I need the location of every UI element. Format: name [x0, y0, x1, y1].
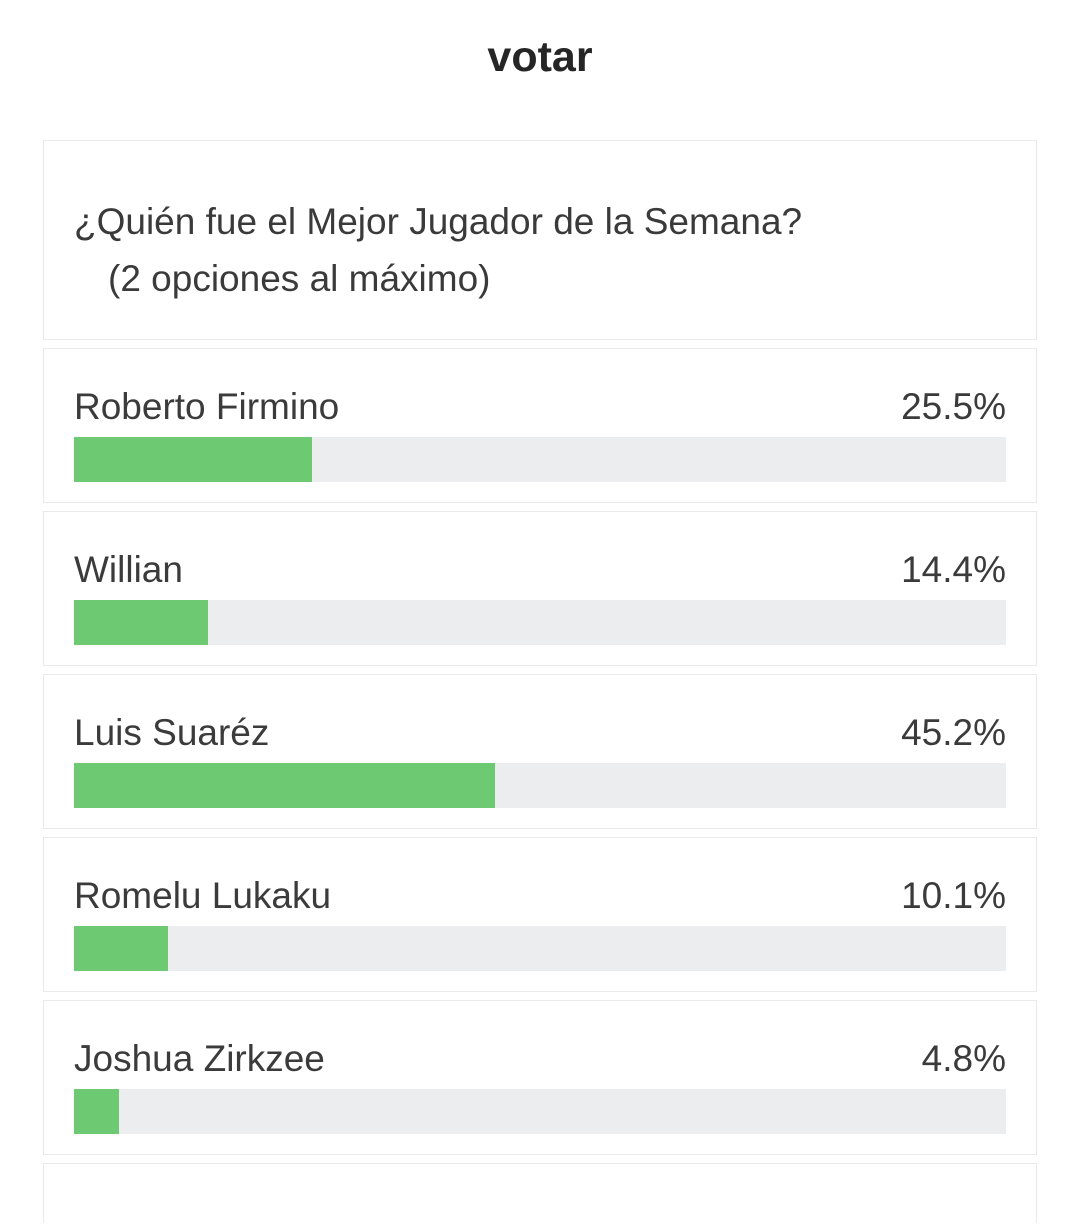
- poll-question-card: ¿Quién fue el Mejor Jugador de la Semana…: [43, 140, 1037, 340]
- option-label: Joshua Zirkzee: [74, 1038, 325, 1079]
- result-bar-track: [74, 437, 1006, 482]
- option-label: Luis Suaréz: [74, 712, 270, 753]
- option-percent: 4.8%: [921, 1038, 1006, 1079]
- option-label: Romelu Lukaku: [74, 875, 332, 916]
- result-bar-track: [74, 600, 1006, 645]
- poll-option-roberto-firmino[interactable]: Roberto Firmino 25.5%: [43, 348, 1037, 503]
- option-label: Willian: [74, 549, 183, 590]
- option-percent: 10.1%: [901, 875, 1006, 916]
- poll-widget: ¿Quién fue el Mejor Jugador de la Semana…: [0, 140, 1080, 1223]
- poll-question: ¿Quién fue el Mejor Jugador de la Semana…: [74, 201, 803, 242]
- option-percent: 14.4%: [901, 549, 1006, 590]
- poll-question-note: (2 opciones al máximo): [108, 258, 491, 299]
- option-percent: 25.5%: [901, 386, 1006, 427]
- result-bar-track: [74, 763, 1006, 808]
- result-bar-fill: [74, 437, 312, 482]
- poll-option-luis-suarez[interactable]: Luis Suaréz 45.2%: [43, 674, 1037, 829]
- result-bar-fill: [74, 926, 169, 971]
- result-bar-fill: [74, 1089, 119, 1134]
- result-bar-track: [74, 1089, 1006, 1134]
- option-label: Roberto Firmino: [74, 386, 340, 427]
- poll-option-romelu-lukaku[interactable]: Romelu Lukaku 10.1%: [43, 837, 1037, 992]
- result-bar-track: [74, 926, 1006, 971]
- result-bar-fill: [74, 763, 496, 808]
- option-percent: 45.2%: [901, 712, 1006, 753]
- next-card-partial: [43, 1163, 1037, 1223]
- result-bar-fill: [74, 600, 209, 645]
- poll-option-willian[interactable]: Willian 14.4%: [43, 511, 1037, 666]
- poll-option-joshua-zirkzee[interactable]: Joshua Zirkzee 4.8%: [43, 1000, 1037, 1155]
- page-title: votar: [487, 33, 593, 81]
